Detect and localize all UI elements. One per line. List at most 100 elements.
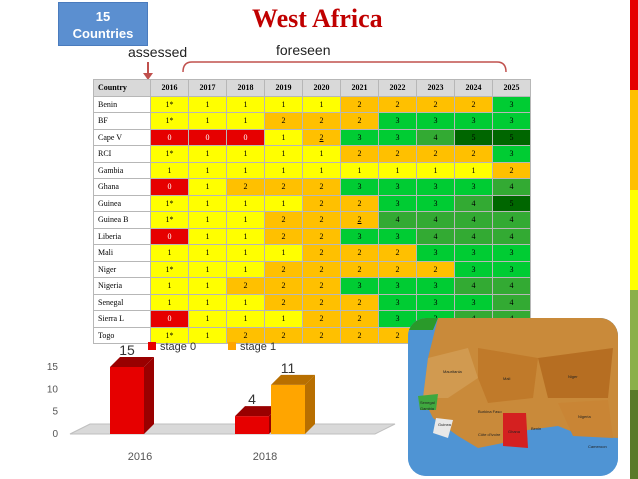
- stage-cell: 1: [416, 161, 455, 179]
- table-row: Ghana 0 1 2 2 2 3 3 3 3 4: [93, 178, 531, 196]
- stage-cell: 4: [416, 227, 455, 245]
- stage-cell: 1: [188, 227, 227, 245]
- stage-cell: 2: [226, 326, 265, 344]
- strip-yellow: [630, 190, 638, 290]
- column-header-2019: 2019: [264, 79, 303, 97]
- table-row: Senegal 1 1 1 2 2 2 3 3 3 4: [93, 293, 531, 311]
- stage-cell: 2: [302, 112, 341, 130]
- stage-cell: 1: [226, 293, 265, 311]
- stage-cell: 1: [378, 161, 417, 179]
- stage-cell: 1: [264, 95, 303, 113]
- stage-cell: 5: [492, 128, 531, 146]
- map-country-label: Mauritania: [443, 369, 462, 374]
- column-header-2020: 2020: [302, 79, 341, 97]
- stage-table: Country 2016 2017 2018 2019 2020 2021 2022 2023 2…: [93, 79, 531, 344]
- map-inset-tag: [408, 318, 438, 330]
- stage-cell: 3: [378, 293, 417, 311]
- foreseen-label: foreseen: [276, 42, 331, 58]
- assessed-label: assessed: [128, 44, 188, 60]
- stage-cell: 2: [302, 310, 341, 328]
- table-row: BF 1* 1 1 2 2 2 3 3 3 3: [93, 112, 531, 130]
- region-ghana: [503, 413, 528, 448]
- stage-cell: 3: [340, 227, 379, 245]
- legend-swatch: [228, 342, 236, 350]
- annotation-arrows: [143, 61, 507, 80]
- stage-cell: 0: [150, 227, 189, 245]
- region-niger: [538, 348, 613, 398]
- stage-cell: 1: [226, 194, 265, 212]
- stage-cell: 3: [416, 244, 455, 262]
- stage-cell: 4: [492, 178, 531, 196]
- stage-cell: 1: [264, 145, 303, 163]
- stage-cell: 2: [416, 95, 455, 113]
- stage-cell: 4: [492, 211, 531, 229]
- stage-cell: 2: [340, 95, 379, 113]
- stage-cell: 2: [302, 260, 341, 278]
- stage-cell: 1: [302, 161, 341, 179]
- stage-cell: 1: [188, 244, 227, 262]
- column-header-2023: 2023: [416, 79, 455, 97]
- stage-cell: 1*: [150, 260, 189, 278]
- y-tick-label: 15: [47, 362, 59, 373]
- bar-top: [110, 357, 154, 367]
- region-nigeria: [558, 400, 613, 438]
- stage-cell: 1: [188, 293, 227, 311]
- stage-cell: 1: [226, 161, 265, 179]
- country-name: Niger: [93, 260, 151, 278]
- stage-cell: 3: [340, 277, 379, 295]
- country-name: Nigeria: [93, 277, 151, 295]
- countries-badge: 15 Countries: [58, 2, 148, 46]
- bar: [110, 367, 144, 434]
- stage-cell: 4: [454, 194, 493, 212]
- stage-cell: 2: [302, 178, 341, 196]
- stage-cell: 3: [454, 293, 493, 311]
- table-row: Gambia 1 1 1 1 1 1 1 1 1 2: [93, 161, 531, 179]
- column-header-2022: 2022: [378, 79, 417, 97]
- legend-swatch: [148, 342, 156, 350]
- column-header-country: Country: [93, 79, 151, 97]
- stage-cell: 2: [416, 145, 455, 163]
- country-name: Mali: [93, 244, 151, 262]
- country-name: Ghana: [93, 178, 151, 196]
- region-mali: [478, 348, 538, 403]
- map-country-label: Cameroon: [588, 444, 607, 449]
- column-header-2025: 2025: [492, 79, 531, 97]
- stage-cell: 1: [226, 310, 265, 328]
- stage-cell: 1: [188, 178, 227, 196]
- map-country-label: Gambia: [420, 406, 435, 411]
- stage-cell: 2: [302, 277, 341, 295]
- stage-cell: 4: [492, 277, 531, 295]
- map-country-label: Burkina Faso: [478, 409, 502, 414]
- stage-cell: 1: [188, 194, 227, 212]
- stage-cell: 2: [340, 145, 379, 163]
- stage-cell: 5: [454, 128, 493, 146]
- stage-cell: 3: [454, 244, 493, 262]
- stage-bar-chart: 0 5 10 15 stage 0 stage 1 15 2016 4 11 2018: [47, 341, 396, 463]
- bar-side: [144, 357, 154, 434]
- country-name: RCI: [93, 145, 151, 163]
- stage-cell: 1: [264, 194, 303, 212]
- stage-cell: 1: [188, 326, 227, 344]
- x-tick-label: 2016: [128, 451, 152, 463]
- stage-cell: 0: [226, 128, 265, 146]
- stage-cell: 2: [454, 145, 493, 163]
- stage-cell: 1: [150, 293, 189, 311]
- country-name: BF: [93, 112, 151, 130]
- stage-cell: 4: [492, 293, 531, 311]
- bar-value-label: 11: [281, 360, 296, 376]
- stage-cell: 2: [340, 211, 379, 229]
- stage-cell: 1*: [150, 112, 189, 130]
- stage-cell: 1: [226, 95, 265, 113]
- stage-cell: 2: [340, 112, 379, 130]
- stage-cell: 2: [378, 95, 417, 113]
- stage-cell: 3: [492, 244, 531, 262]
- stage-cell: 3: [492, 145, 531, 163]
- strip-red: [630, 0, 638, 90]
- stage-cell: 1: [188, 112, 227, 130]
- stage-cell: 2: [264, 277, 303, 295]
- stage-cell: 1: [302, 95, 341, 113]
- country-name: Sierra L: [93, 310, 151, 328]
- strip-orange: [630, 90, 638, 190]
- stage-cell: 2: [340, 260, 379, 278]
- west-africa-map: Mauritania Mali Niger Senegal Gambia Burkina …: [408, 318, 618, 476]
